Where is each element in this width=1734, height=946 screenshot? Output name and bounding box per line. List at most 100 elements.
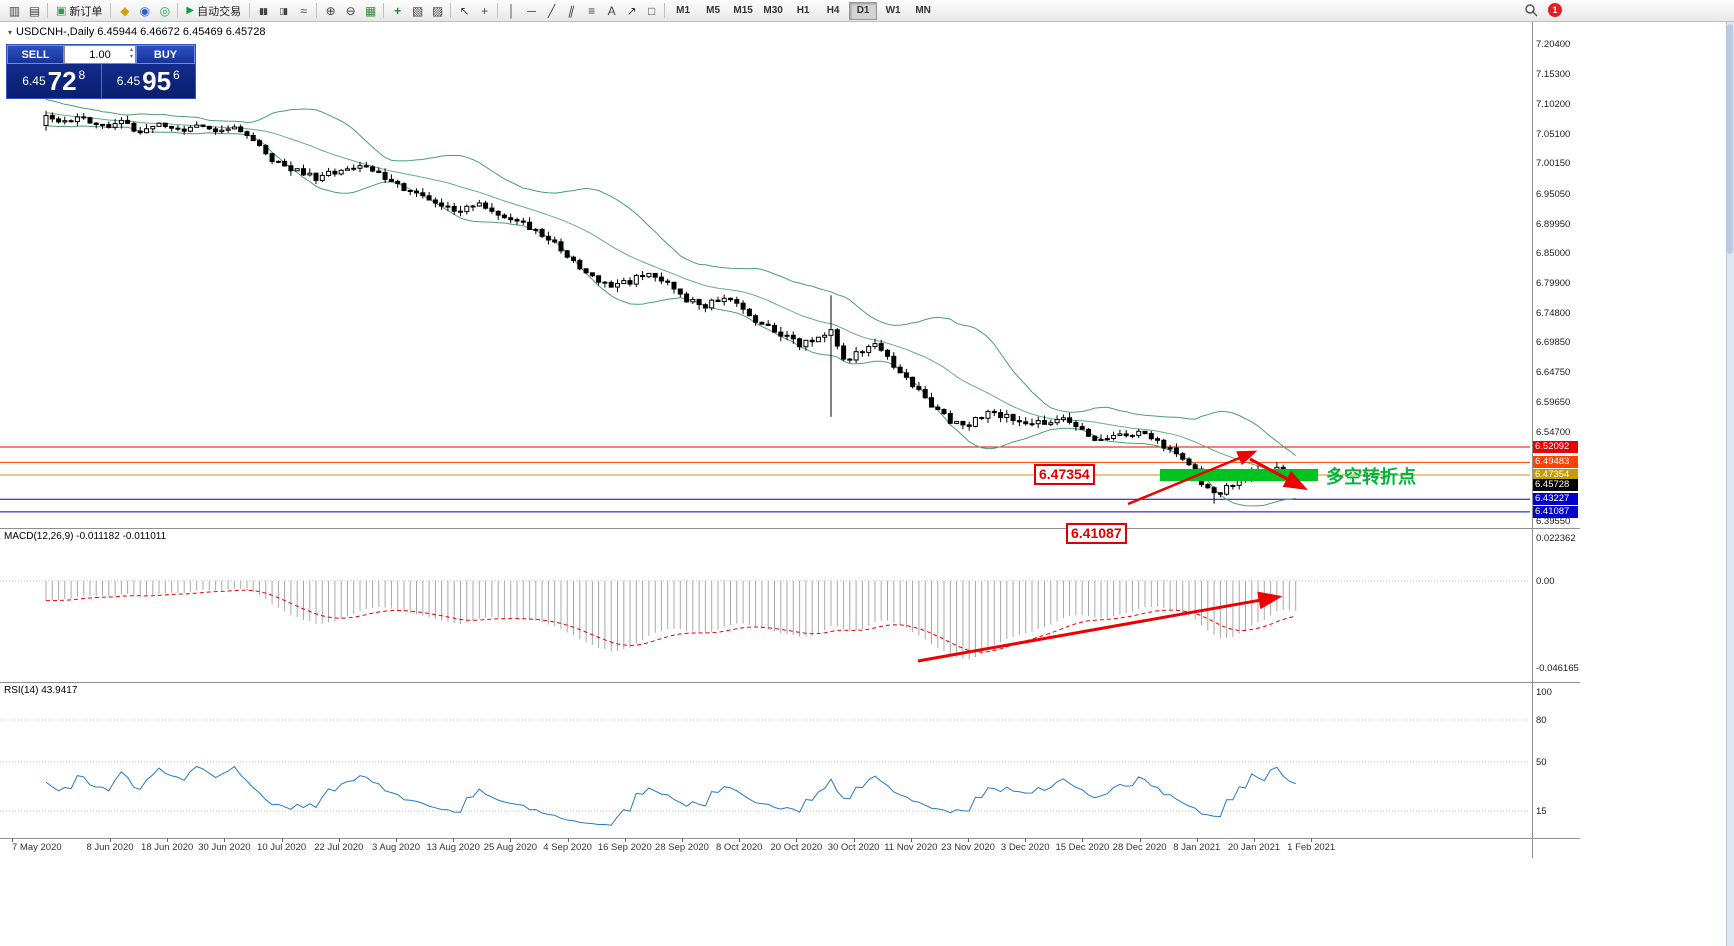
- panel-separator-rsi-dates[interactable]: [0, 838, 1580, 839]
- date-axis-label: 1 Feb 2021: [1287, 842, 1336, 853]
- price-axis-divider[interactable]: [1532, 22, 1533, 858]
- indicators-icon[interactable]: +: [394, 3, 401, 18]
- price-axis-label: 6.74800: [1536, 308, 1571, 319]
- date-axis-tick: [1254, 838, 1255, 842]
- timeframe-d1-button[interactable]: D1: [849, 1, 878, 20]
- price-axis-label: 7.20400: [1536, 39, 1571, 50]
- price-level-label: 6.43227: [1533, 493, 1578, 505]
- sell-price-button[interactable]: 6.45 72 8: [7, 64, 101, 98]
- price-level-label: 6.49483: [1533, 456, 1578, 468]
- date-axis-tick: [1140, 838, 1141, 842]
- date-axis-label: 8 Jun 2020: [86, 842, 134, 853]
- candlestick-chart-icon[interactable]: ▯▮: [279, 5, 288, 16]
- timeframe-w1-button[interactable]: W1: [885, 4, 901, 16]
- search-icon[interactable]: [1524, 3, 1538, 17]
- shapes-icon[interactable]: □: [647, 3, 655, 18]
- scrollbar-thumb[interactable]: [1727, 24, 1733, 254]
- line-chart-icon[interactable]: ≈: [300, 3, 307, 18]
- macd-axis-label: -0.046165: [1536, 663, 1579, 674]
- signals-icon[interactable]: ◎: [159, 3, 170, 18]
- date-axis-tick: [510, 838, 511, 842]
- timeframe-mn-button[interactable]: MN: [915, 4, 931, 16]
- date-axis-tick: [110, 838, 111, 842]
- horizontal-line-icon[interactable]: ─: [527, 3, 536, 18]
- price-axis-label: 6.89950: [1536, 219, 1571, 230]
- fibonacci-icon[interactable]: ≡: [588, 3, 595, 18]
- rsi-axis-label: 80: [1536, 715, 1547, 726]
- zoom-in-icon[interactable]: ⊕: [325, 3, 336, 18]
- timeframe-h1-button[interactable]: H1: [796, 4, 810, 16]
- new-order-button[interactable]: ▣ 新订单: [51, 2, 107, 20]
- periods-icon[interactable]: ▧: [411, 3, 423, 18]
- vertical-scrollbar[interactable]: [1726, 0, 1734, 946]
- date-axis-tick: [1311, 838, 1312, 842]
- sell-button[interactable]: SELL: [7, 45, 64, 64]
- grid-icon[interactable]: ▦: [364, 3, 376, 18]
- toolbar-separator: [249, 3, 251, 18]
- quotes-icon[interactable]: ◆: [120, 3, 129, 18]
- date-axis-tick: [224, 838, 225, 842]
- autotrading-button[interactable]: ▶ 自动交易: [181, 2, 246, 20]
- timeframe-m15-button[interactable]: M15: [733, 4, 753, 16]
- date-axis-label: 22 Jul 2020: [314, 842, 364, 853]
- new-chart-icon[interactable]: ▥: [8, 3, 20, 18]
- cursor-icon[interactable]: ↖: [459, 3, 470, 18]
- date-axis-label: 30 Jun 2020: [198, 842, 251, 853]
- volume-up-icon[interactable]: ▴: [129, 47, 133, 53]
- trendline-icon[interactable]: ╱: [547, 3, 555, 18]
- toolbar-separator: [177, 3, 179, 18]
- channel-icon[interactable]: ∥: [566, 3, 576, 18]
- bar-chart-icon[interactable]: ▮▮: [259, 5, 268, 16]
- price-axis-label: 7.05100: [1536, 129, 1571, 140]
- date-axis-tick: [1197, 838, 1198, 842]
- date-axis-tick: [739, 838, 740, 842]
- panel-separator-macd-rsi[interactable]: [0, 682, 1580, 683]
- vertical-line-icon[interactable]: │: [507, 3, 516, 18]
- new-order-label: 新订单: [69, 5, 103, 18]
- timeframe-m1-button[interactable]: M1: [676, 4, 691, 16]
- price-axis-label: 6.54700: [1536, 427, 1571, 438]
- sell-price-big: 72: [47, 66, 77, 96]
- price-level-label: 6.52092: [1533, 441, 1578, 453]
- volume-stepper[interactable]: ▴ ▾: [130, 47, 133, 60]
- date-axis-label: 23 Nov 2020: [941, 842, 995, 853]
- date-axis-label: 3 Dec 2020: [1000, 842, 1050, 853]
- timeframe-h4-button[interactable]: H4: [826, 4, 840, 16]
- timeframe-m5-button[interactable]: M5: [706, 4, 721, 16]
- price-axis-label: 6.64750: [1536, 367, 1571, 378]
- text-tool-icon[interactable]: A: [607, 3, 616, 18]
- chart-symbol-title: ▾ USDCNH-,Daily 6.45944 6.46672 6.45469 …: [8, 26, 266, 38]
- new-order-icon: ▣: [56, 5, 67, 17]
- price-axis-label: 7.15300: [1536, 69, 1571, 80]
- date-axis-label: 7 May 2020: [12, 842, 62, 853]
- buy-price-button[interactable]: 6.45 95 6: [100, 64, 196, 98]
- notifications-badge[interactable]: 1: [1548, 3, 1562, 17]
- panel-separator-main-macd[interactable]: [0, 528, 1580, 529]
- buy-price-sup: 6: [173, 68, 180, 82]
- price-level-label: 6.45728: [1533, 479, 1578, 491]
- one-click-collapse-icon[interactable]: ▾: [8, 27, 13, 37]
- macd-axis-label: 0.022362: [1536, 533, 1576, 544]
- one-click-trading-widget: SELL 1.00 ▴ ▾ BUY 6.45 72 8 6.45 95 6: [6, 44, 196, 99]
- arrow-tool-icon[interactable]: ↗: [626, 3, 637, 18]
- toolbar-separator: [316, 3, 318, 18]
- buy-button[interactable]: BUY: [136, 45, 195, 64]
- templates-icon[interactable]: ▨: [431, 3, 443, 18]
- date-axis-label: 3 Aug 2020: [371, 842, 421, 853]
- date-axis-tick: [1082, 838, 1083, 842]
- volume-input[interactable]: 1.00 ▴ ▾: [64, 45, 136, 64]
- sell-price-sup: 8: [78, 68, 86, 82]
- volume-down-icon[interactable]: ▾: [129, 53, 133, 60]
- chart-profiles-icon[interactable]: ▤: [28, 3, 40, 18]
- date-axis-tick: [1025, 838, 1026, 842]
- price-axis-label: 6.85000: [1536, 248, 1571, 259]
- zoom-out-icon[interactable]: ⊖: [345, 3, 356, 18]
- timeframe-m30-button[interactable]: M30: [763, 4, 783, 16]
- date-axis-label: 11 Nov 2020: [884, 842, 938, 853]
- date-axis-label: 18 Jun 2020: [141, 842, 194, 853]
- crosshair-icon[interactable]: +: [481, 3, 488, 18]
- volume-value: 1.00: [89, 48, 111, 61]
- market-watch-icon[interactable]: ◉: [139, 3, 150, 18]
